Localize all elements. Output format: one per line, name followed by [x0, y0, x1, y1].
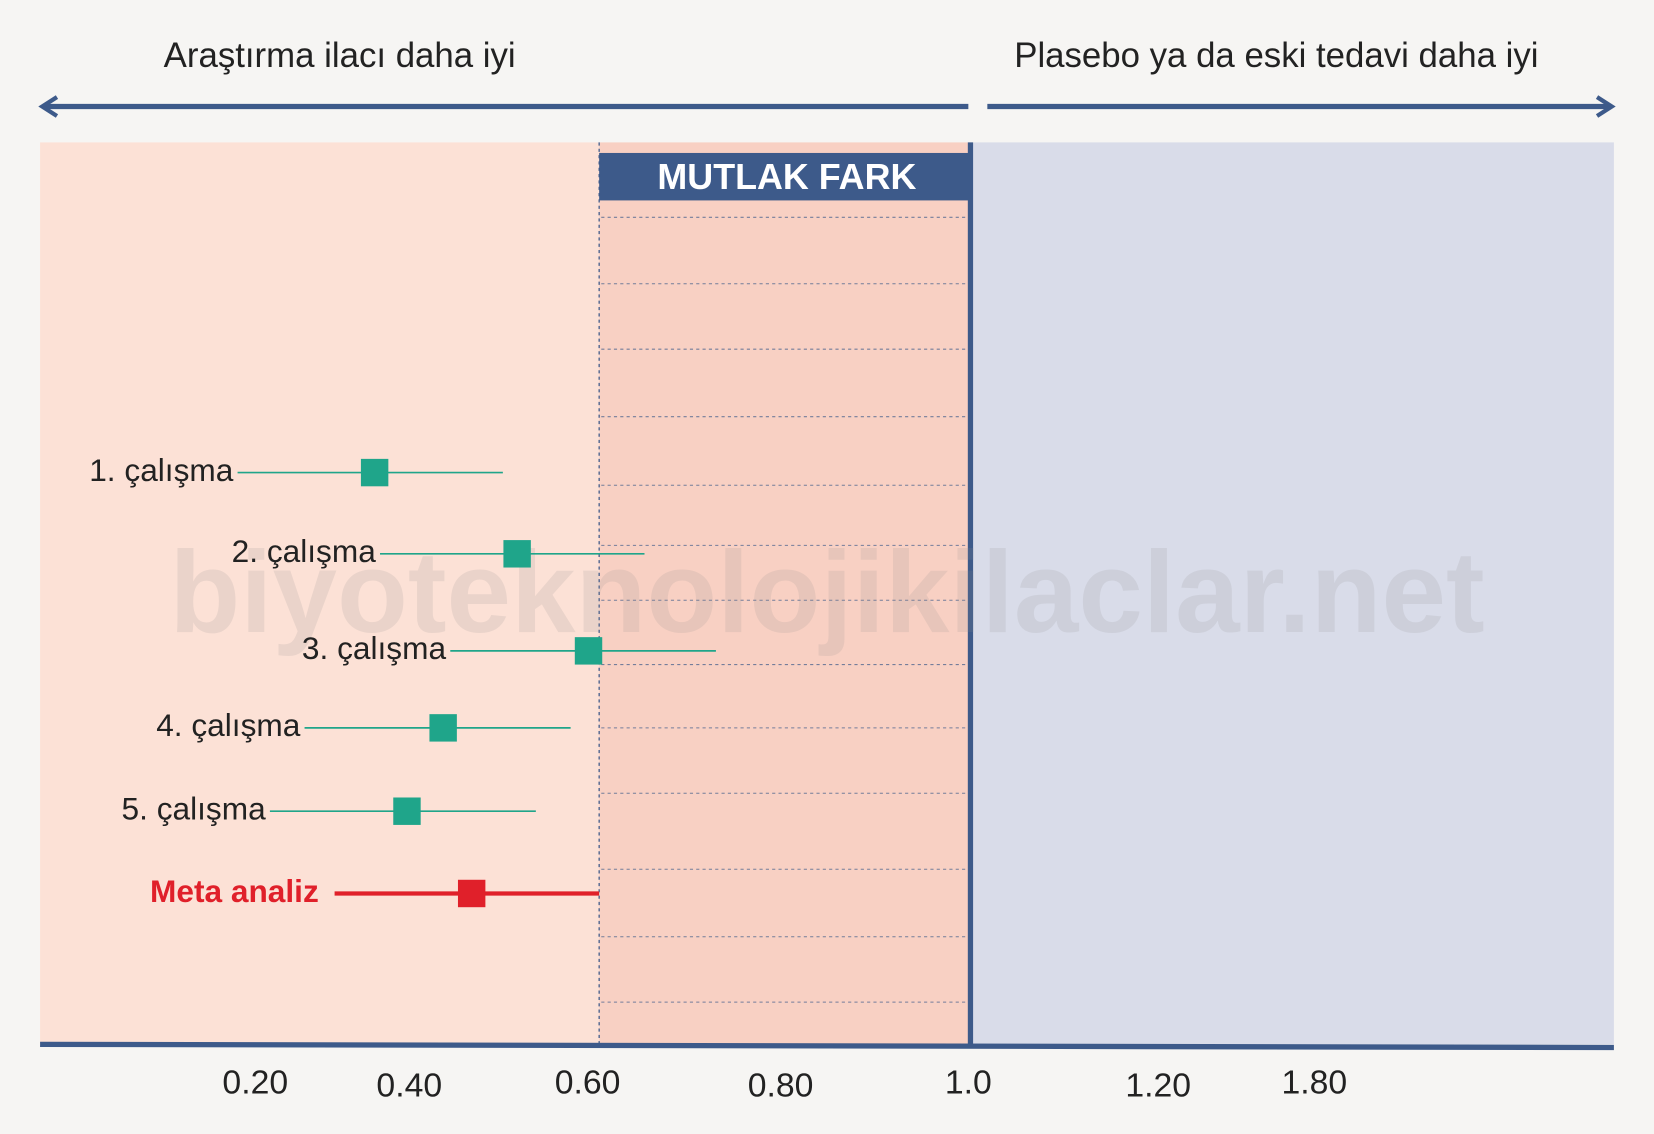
point-estimate	[429, 714, 457, 742]
left-label: Araştırma ilacı daha iyi	[164, 36, 516, 75]
watermark: biyoteknolojikilaclar.net	[169, 527, 1484, 657]
left-arrow-head	[38, 95, 59, 118]
region-header	[599, 152, 971, 201]
x-tick-label: 1.0	[945, 1063, 992, 1101]
x-tick-label: 0.60	[555, 1063, 621, 1101]
point-estimate	[574, 637, 603, 665]
region-label: MUTLAK FARK	[657, 157, 916, 197]
x-axis	[40, 1041, 1614, 1051]
x-tick-label: 1.20	[1125, 1067, 1191, 1105]
study-label: 1. çalışma	[89, 452, 234, 488]
point-estimate	[360, 458, 389, 487]
x-tick-label: 1.80	[1281, 1063, 1347, 1101]
study-label: Meta analiz	[150, 873, 319, 909]
study-label: 3. çalışma	[302, 630, 447, 666]
x-tick-label: 0.20	[222, 1063, 288, 1101]
point-estimate	[457, 879, 486, 908]
study-label: 5. çalışma	[122, 791, 267, 827]
right-label: Plasebo ya da eski tedavi daha iyi	[1014, 36, 1538, 75]
right-region	[970, 142, 1614, 1045]
point-estimate	[503, 540, 531, 568]
study-label: 4. çalışma	[156, 707, 301, 743]
study-label: 2. çalışma	[232, 533, 377, 569]
x-tick-label: 0.80	[748, 1067, 814, 1105]
dashed-grid	[601, 216, 969, 1003]
point-estimate	[393, 797, 421, 825]
right-arrow-head	[1595, 95, 1616, 118]
middle-region	[599, 142, 971, 1045]
x-tick-label: 0.40	[376, 1067, 442, 1105]
